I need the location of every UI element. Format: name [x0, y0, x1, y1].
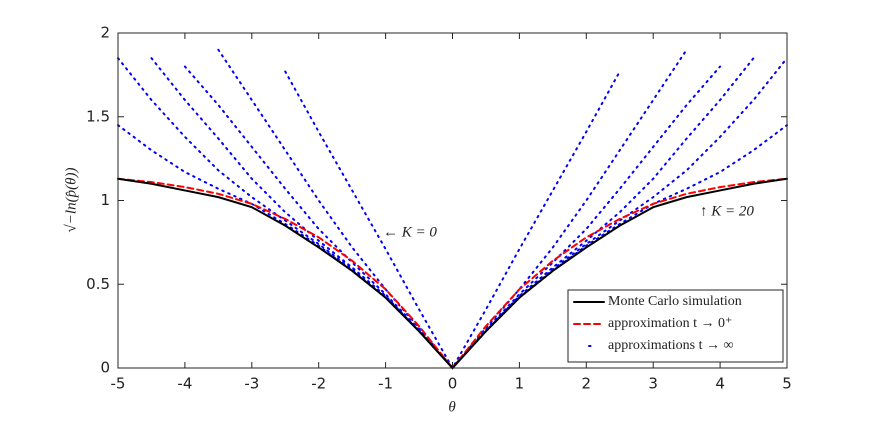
x-tick-label: -2: [311, 375, 326, 393]
approx-curve: [117, 57, 788, 370]
legend-label: approximation t → 0⁺: [608, 316, 732, 331]
y-tick-label: 0.5: [86, 275, 110, 293]
x-tick-label: -1: [378, 375, 393, 393]
y-tick-label: 2: [100, 24, 110, 42]
x-tick-label: 3: [648, 375, 658, 393]
plot-frame: [117, 32, 788, 369]
y-tick-label: 1.5: [86, 107, 110, 125]
x-tick-label: -3: [244, 375, 259, 393]
y-tick-label: 1: [100, 191, 110, 209]
x-tick-label: 4: [715, 375, 725, 393]
y-axis-label: √−ln(p̂(θ)): [63, 168, 79, 233]
annotation: ↑ K = 20: [700, 203, 754, 219]
annotation: ← K = 0: [383, 224, 437, 240]
legend-label: approximations t → ∞: [608, 338, 733, 353]
x-tick-label: 1: [515, 375, 525, 393]
x-tick-label: 2: [582, 375, 592, 393]
approx-curve: [150, 57, 755, 370]
x-tick-label: -5: [111, 375, 126, 393]
x-axis-label: θ: [448, 399, 456, 415]
x-tick-label: 5: [782, 375, 792, 393]
x-tick-label: -4: [177, 375, 192, 393]
legend-label: Monte Carlo simulation: [608, 294, 742, 309]
y-tick-label: 0: [100, 359, 110, 377]
x-tick-label: 0: [448, 375, 458, 393]
